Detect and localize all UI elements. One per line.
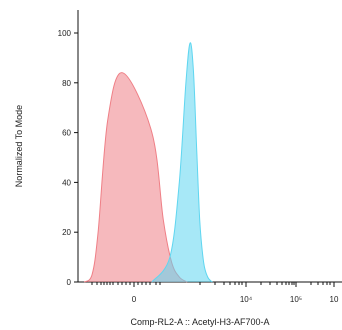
x-tick-label: 10 [330, 295, 339, 304]
x-tick-label: 0 [132, 295, 137, 304]
y-axis-label: Normalized To Mode [14, 105, 24, 187]
x-tick-label: 10⁵ [290, 295, 302, 304]
y-ticks: 0 20 40 60 80 100 [58, 29, 78, 287]
y-tick-label: 100 [58, 29, 72, 38]
x-ticks: 0 10⁴ 10⁵ 10 [91, 282, 339, 304]
series-layer [83, 42, 213, 283]
y-tick-label: 60 [62, 129, 71, 138]
y-tick-label: 80 [62, 79, 71, 88]
y-tick-label: 40 [62, 178, 71, 187]
series-2-line [151, 42, 213, 283]
x-axis-label: Comp-RL2-A :: Acetyl-H3-AF700-A [130, 317, 269, 327]
series-2-area [151, 42, 213, 282]
y-tick-label: 20 [62, 228, 71, 237]
x-tick-label: 10⁴ [240, 295, 253, 304]
series-1-area [84, 72, 188, 282]
y-tick-label: 0 [67, 278, 72, 287]
